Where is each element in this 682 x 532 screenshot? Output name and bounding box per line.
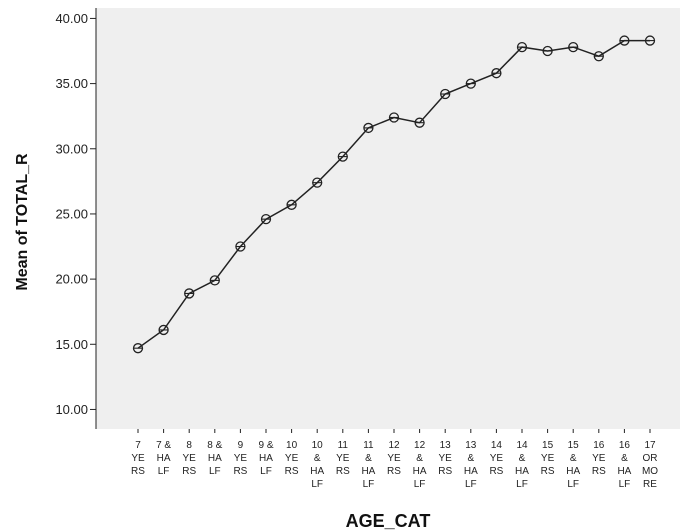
data-point <box>388 112 400 123</box>
data-point <box>184 288 195 299</box>
y-axis-title: Mean of TOTAL_R <box>14 153 31 291</box>
x-tick-label: 11 YE RS <box>336 440 350 477</box>
data-point <box>568 41 579 53</box>
x-axis-title: AGE_CAT <box>346 511 431 531</box>
x-tick-label: 15 & HA LF <box>566 440 580 490</box>
y-tick-label: 25.00 <box>55 206 88 221</box>
data-point <box>440 88 451 100</box>
x-tick-label: 8 YE RS <box>182 440 196 477</box>
x-tick-label: 10 YE RS <box>285 440 299 477</box>
x-tick-label: 16 YE RS <box>592 440 606 477</box>
y-tick-label: 15.00 <box>55 337 88 352</box>
x-tick-label: 7 & HA LF <box>156 440 171 477</box>
x-tick-label: 14 YE RS <box>489 440 503 477</box>
data-point <box>312 177 323 188</box>
data-point <box>337 151 348 162</box>
y-tick-label: 40.00 <box>55 11 88 26</box>
data-point <box>491 68 502 79</box>
data-point <box>363 122 374 134</box>
x-tick-label: 9 & HA LF <box>258 440 273 477</box>
x-tick-label: 12 YE RS <box>387 440 401 477</box>
data-point <box>542 45 553 57</box>
x-tick-label: 10 & HA LF <box>310 440 324 490</box>
data-point <box>593 51 604 62</box>
data-point <box>209 275 220 286</box>
y-tick-label: 20.00 <box>55 272 88 287</box>
data-point <box>260 214 272 225</box>
x-tick-label: 9 YE RS <box>233 440 247 477</box>
data-point <box>235 241 246 252</box>
data-point <box>132 343 144 354</box>
y-tick-label: 30.00 <box>55 141 88 156</box>
x-tick-label: 15 YE RS <box>541 440 555 477</box>
x-tick-label: 16 & HA LF <box>617 440 631 490</box>
x-tick-label: 11 & HA LF <box>361 440 375 490</box>
data-point <box>516 41 528 53</box>
data-point <box>286 199 297 210</box>
x-tick-label: 17 OR MO RE <box>642 440 658 490</box>
x-tick-label: 13 YE RS <box>438 440 452 477</box>
data-point <box>644 35 656 46</box>
data-point <box>465 78 476 89</box>
x-tick-label: 13 & HA LF <box>464 440 478 490</box>
x-tick-label: 14 & HA LF <box>515 440 529 490</box>
data-point <box>414 117 425 128</box>
x-tick-label: 8 & HA LF <box>207 440 222 477</box>
plot-area <box>96 8 680 429</box>
x-tick-label: 7 YE RS <box>131 440 145 477</box>
data-point <box>619 35 630 46</box>
y-tick-label: 35.00 <box>55 76 88 91</box>
x-tick-label: 12 & HA LF <box>413 440 427 490</box>
y-tick-label: 10.00 <box>55 402 88 417</box>
data-point <box>158 324 169 336</box>
